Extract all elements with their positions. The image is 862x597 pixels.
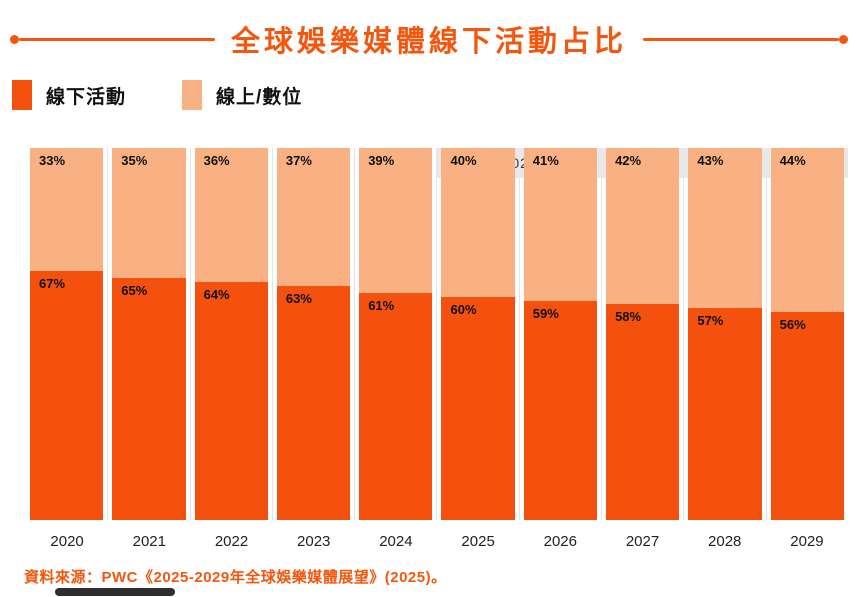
bar-2024: 39% 61% — [354, 148, 436, 520]
stacked-bar: 36% 64% — [194, 148, 268, 520]
online-segment: 36% — [194, 148, 268, 282]
offline-value-label: 65% — [121, 283, 148, 299]
offline-value-label: 67% — [39, 275, 66, 291]
online-segment: 40% — [441, 148, 515, 297]
bar-2026: 41% 59% — [518, 148, 601, 520]
bar-2022: 36% 64% — [189, 148, 272, 520]
online-value-label: 43% — [697, 153, 724, 168]
x-tick-2026: 2026 — [543, 533, 577, 550]
online-segment: 37% — [276, 148, 351, 286]
offline-value-label: 61% — [368, 298, 395, 314]
online-swatch-icon — [182, 80, 203, 110]
offline-segment: 59% — [523, 300, 598, 520]
online-value-label: 37% — [285, 153, 312, 168]
legend-label-online: 線上/數位 — [216, 86, 303, 108]
online-value-label: 41% — [532, 153, 559, 168]
x-tick-2022: 2022 — [214, 533, 249, 550]
x-tick-2021: 2021 — [132, 533, 166, 550]
stacked-bar: 39% 61% — [359, 148, 433, 520]
x-tick-2025: 2025 — [461, 533, 495, 550]
x-tick-2023: 2023 — [297, 533, 331, 550]
stacked-bar: 37% 63% — [276, 148, 351, 520]
bar-2023: 37% 63% — [271, 148, 354, 520]
bar-2021: 35% 65% — [107, 148, 189, 520]
title-dot-right — [839, 34, 849, 44]
offline-value-label: 56% — [779, 316, 806, 332]
x-tick-2020: 2020 — [50, 533, 84, 550]
x-tick-2028: 2028 — [708, 533, 742, 550]
offline-value-label: 60% — [450, 301, 477, 317]
offline-segment: 64% — [194, 281, 268, 520]
x-tick-2029: 2029 — [790, 533, 824, 550]
offline-segment: 57% — [688, 307, 762, 520]
offline-segment: 67% — [30, 270, 104, 520]
online-segment: 35% — [112, 148, 186, 279]
legend-item-offline: 線下活動 — [12, 80, 126, 110]
offline-value-label: 64% — [203, 286, 230, 302]
online-segment: 43% — [688, 148, 762, 308]
stacked-bar: 44% 56% — [770, 148, 844, 520]
stacked-bar-chart: 預估值 (2025 年後) 33%67%35%65%36%64%37%63%39… — [26, 148, 848, 550]
bars: 33% 67% 35% 65% 36% 64% 37% 63% 39% 61% 40% 60% 41% 5… — [26, 148, 848, 520]
online-segment: 42% — [606, 148, 680, 305]
stacked-bar: 43% 57% — [688, 148, 762, 520]
stacked-bar: 42% 58% — [606, 148, 680, 520]
title-dot-left — [10, 34, 19, 44]
title-rule-left — [19, 37, 215, 41]
bar-2029: 44% 56% — [765, 148, 848, 520]
x-axis: 2020 2021 2022 2023 2024 2025 2026 2027 2028 2029 — [26, 520, 848, 550]
page-title: 全球娛樂媒體線下活動占比 — [231, 26, 628, 58]
online-value-label: 44% — [779, 153, 806, 168]
title-rule-right — [643, 37, 840, 41]
title-row: 全球娛樂媒體線下活動占比 — [10, 18, 849, 60]
bar-2027: 42% 58% — [601, 148, 683, 520]
online-value-label: 39% — [368, 153, 395, 168]
offline-segment: 65% — [112, 278, 186, 520]
legend-label-offline: 線下活動 — [46, 86, 127, 108]
offline-segment: 60% — [441, 296, 515, 520]
offline-swatch-icon — [12, 80, 32, 110]
offline-segment: 63% — [276, 285, 351, 520]
online-segment: 33% — [30, 148, 104, 271]
offline-segment: 61% — [359, 293, 433, 520]
online-value-label: 36% — [203, 153, 230, 168]
x-tick-2027: 2027 — [625, 533, 660, 550]
stacked-bar: 41% 59% — [523, 148, 598, 520]
stacked-bar: 33% 67% — [30, 148, 104, 520]
offline-segment: 58% — [606, 304, 680, 520]
online-value-label: 35% — [121, 153, 148, 168]
offline-value-label: 57% — [697, 312, 724, 328]
online-value-label: 33% — [39, 153, 66, 168]
online-segment: 44% — [770, 148, 844, 312]
legend: 線下活動 線上/數位 — [12, 80, 848, 110]
offline-value-label: 63% — [285, 290, 312, 306]
bar-2020: 33% 67% — [26, 148, 107, 520]
bar-2028: 43% 57% — [683, 148, 765, 520]
offline-segment: 56% — [770, 311, 844, 520]
online-segment: 39% — [359, 148, 433, 294]
online-segment: 41% — [523, 148, 598, 301]
offline-value-label: 59% — [532, 305, 559, 321]
source-note: 資料來源：PWC《2025-2029年全球娛樂媒體展望》(2025)。 — [24, 569, 447, 586]
x-tick-2024: 2024 — [379, 533, 413, 550]
online-value-label: 40% — [450, 153, 477, 168]
stacked-bar: 35% 65% — [112, 148, 186, 520]
online-value-label: 42% — [615, 153, 642, 168]
bar-2025: 40% 60% — [436, 148, 518, 520]
offline-value-label: 58% — [615, 309, 642, 325]
legend-item-online: 線上/數位 — [182, 80, 302, 110]
horizontal-scrollbar-thumb[interactable] — [55, 588, 175, 596]
stacked-bar: 40% 60% — [441, 148, 515, 520]
